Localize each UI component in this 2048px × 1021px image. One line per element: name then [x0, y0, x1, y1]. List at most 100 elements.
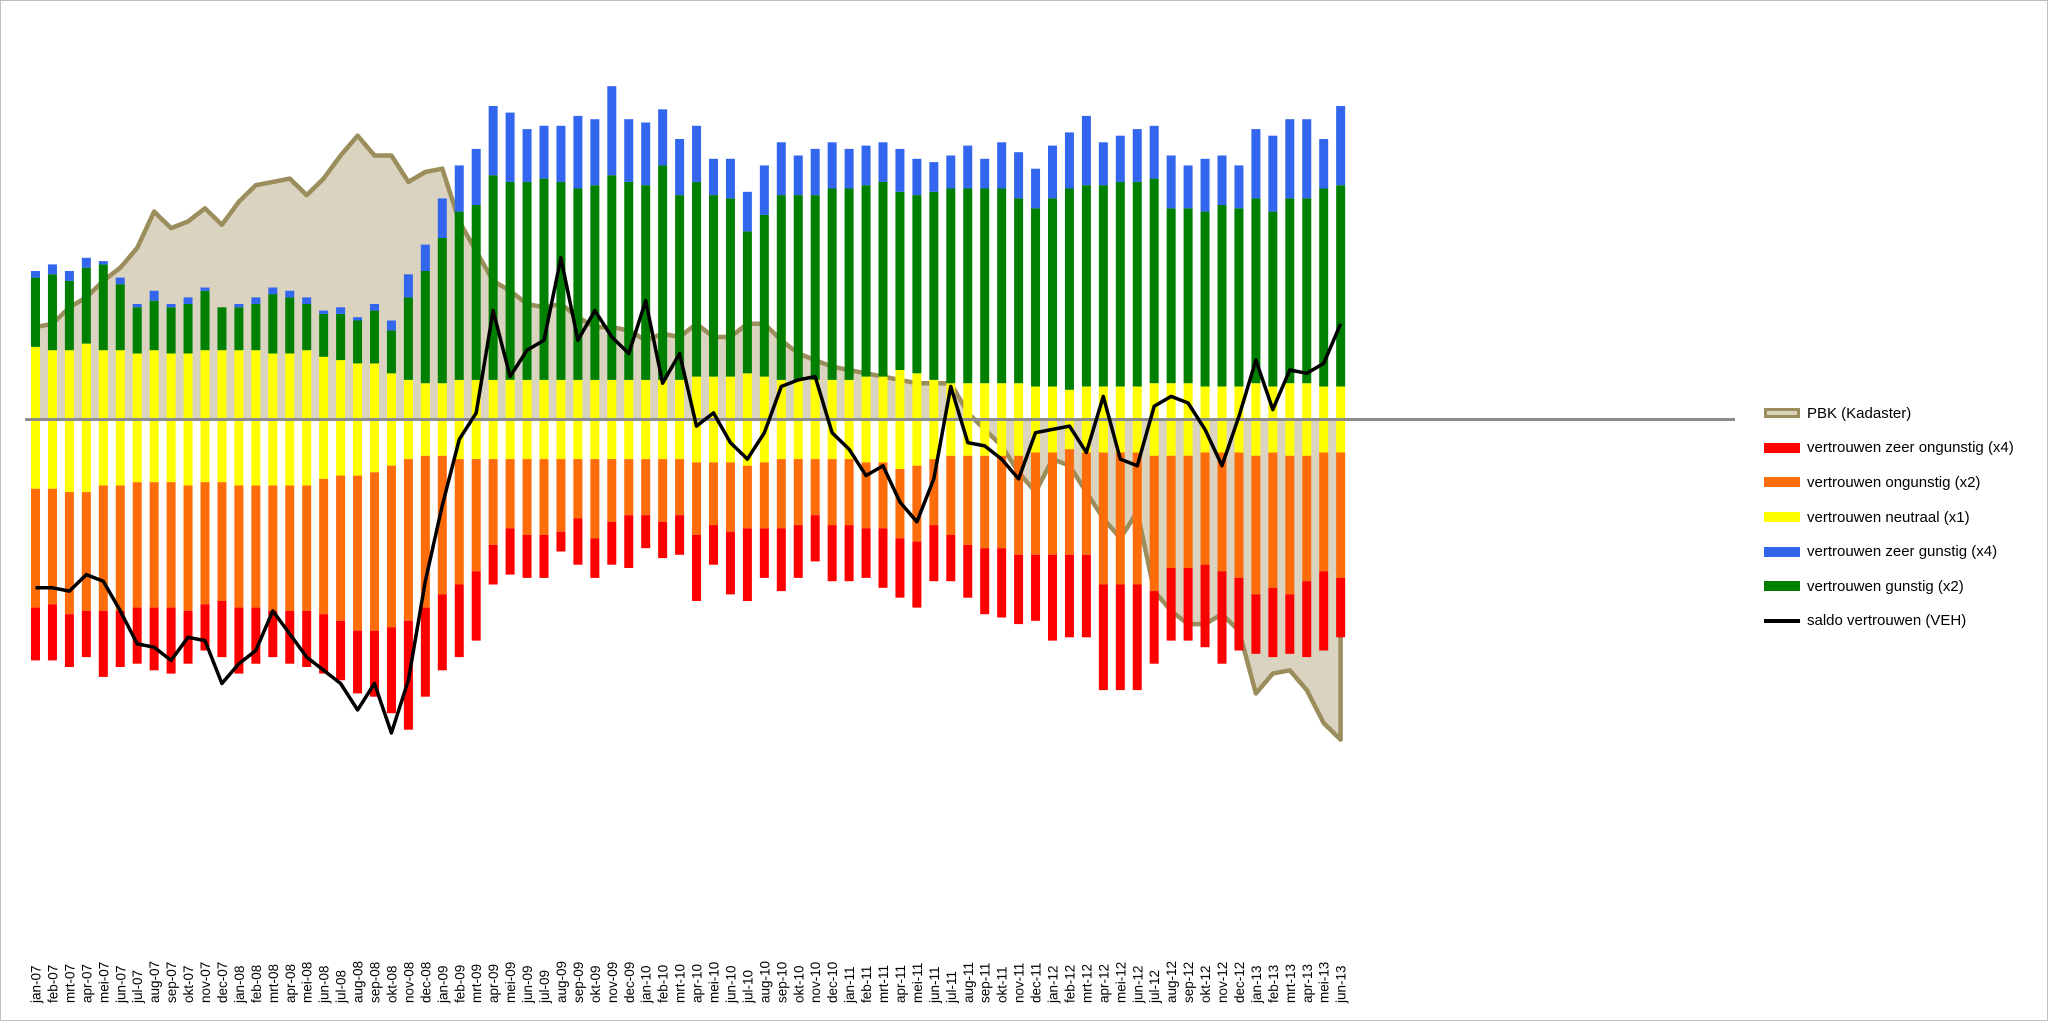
bar-neutraal-neg-mrt-12 — [1081, 419, 1091, 453]
bar-neutraal-neg-apr-08 — [285, 419, 295, 486]
legend-item-zeer-ongunstig: vertrouwen zeer ongunstig (x4) — [1764, 431, 2014, 466]
bars-layer — [31, 86, 1346, 730]
bar-neutraal-neg-dec-07 — [217, 419, 227, 483]
bar-ongunstig-neg-mrt-13 — [1285, 455, 1295, 595]
saldo-line — [35, 256, 1343, 735]
bar-neutraal-nov-07 — [200, 350, 210, 420]
bar-neutraal-neg-sep-09 — [573, 419, 583, 460]
bar-ongunstig-neg-nov-10 — [810, 459, 820, 516]
bar-neutraal-jun-07 — [115, 350, 125, 420]
bar-ongunstig-neg-feb-07 — [47, 488, 57, 605]
bar-ongunstig-neg-dec-10 — [827, 459, 837, 526]
x-tick-label-okt-08: okt-08 — [384, 965, 399, 1003]
bar-neutraal-neg-jan-07 — [31, 419, 40, 489]
bar-gunstig-jan-07 — [31, 277, 40, 347]
x-tick-label-jul-12: jul-12 — [1147, 970, 1162, 1004]
legend-swatch-zeer-gunstig — [1764, 546, 1800, 557]
bar-gunstig-sep-08 — [370, 310, 379, 364]
x-tick-label-feb-07: feb-07 — [46, 965, 61, 1003]
bar-zeer-ongunstig-neg-jul-07 — [132, 607, 142, 664]
x-tick-label-nov-10: nov-10 — [808, 962, 823, 1003]
bar-zeer-gunstig-feb-07 — [47, 264, 57, 275]
bar-gunstig-aug-11 — [963, 188, 973, 384]
bar-zeer-ongunstig-neg-feb-09 — [454, 584, 464, 658]
bar-zeer-gunstig-sep-10 — [776, 142, 786, 196]
bar-neutraal-jul-12 — [1149, 383, 1159, 420]
legend-label-saldo: saldo vertrouwen (VEH) — [1807, 612, 1967, 630]
bar-zeer-gunstig-feb-13 — [1268, 135, 1278, 212]
bar-neutraal-neg-okt-11 — [997, 419, 1007, 456]
bar-neutraal-neg-mrt-13 — [1285, 419, 1295, 456]
bar-neutraal-neg-mei-13 — [1319, 419, 1329, 453]
bar-gunstig-apr-12 — [1098, 185, 1108, 387]
bar-zeer-ongunstig-neg-jun-13 — [1336, 577, 1346, 638]
bar-zeer-gunstig-mrt-11 — [878, 142, 888, 182]
bar-neutraal-mei-08 — [302, 350, 312, 420]
bar-neutraal-mrt-09 — [471, 379, 481, 420]
bar-zeer-ongunstig-neg-apr-09 — [488, 544, 498, 585]
bar-neutraal-neg-okt-10 — [793, 419, 803, 460]
bar-zeer-gunstig-mei-10 — [709, 158, 718, 196]
bar-neutraal-neg-dec-09 — [624, 419, 634, 460]
bar-neutraal-neg-aug-12 — [1166, 419, 1176, 456]
bar-gunstig-jul-11 — [946, 188, 956, 384]
x-tick-label-aug-12: aug-12 — [1164, 961, 1179, 1003]
bar-neutraal-feb-07 — [47, 350, 57, 420]
x-tick-label-okt-10: okt-10 — [791, 965, 806, 1003]
bar-zeer-gunstig-dec-11 — [1031, 168, 1041, 209]
bar-zeer-ongunstig-neg-dec-11 — [1031, 554, 1041, 621]
bar-neutraal-neg-mrt-11 — [878, 419, 888, 463]
bar-gunstig-feb-09 — [454, 211, 464, 380]
bar-neutraal-sep-09 — [573, 379, 583, 420]
bar-neutraal-nov-08 — [403, 379, 413, 420]
bar-gunstig-nov-12 — [1217, 205, 1227, 387]
x-tick-label-apr-13: apr-13 — [1300, 964, 1315, 1003]
bar-zeer-ongunstig-neg-jan-12 — [1048, 554, 1057, 641]
x-tick-label-jan-10: jan-10 — [639, 965, 654, 1004]
bar-ongunstig-neg-okt-09 — [590, 459, 600, 539]
bar-ongunstig-neg-nov-09 — [607, 459, 617, 522]
bar-zeer-gunstig-jun-09 — [522, 129, 532, 182]
bar-zeer-gunstig-sep-08 — [370, 304, 379, 311]
x-tick-label-jan-07: jan-07 — [29, 965, 44, 1004]
bar-zeer-gunstig-aug-09 — [556, 125, 566, 182]
bar-ongunstig-neg-okt-10 — [793, 459, 803, 526]
bar-neutraal-neg-feb-12 — [1064, 419, 1074, 450]
bar-neutraal-mei-11 — [912, 373, 922, 420]
bar-ongunstig-neg-mei-07 — [98, 485, 108, 611]
x-tick-label-jul-11: jul-11 — [944, 971, 959, 1004]
bar-ongunstig-neg-jan-09 — [437, 455, 447, 595]
bar-gunstig-mei-13 — [1319, 188, 1329, 387]
bar-gunstig-okt-08 — [386, 330, 396, 374]
bar-ongunstig-neg-aug-10 — [759, 462, 769, 529]
bar-ongunstig-neg-aug-08 — [353, 475, 363, 631]
bar-ongunstig-neg-nov-08 — [403, 459, 413, 621]
x-tick-label-feb-13: feb-13 — [1266, 965, 1281, 1003]
bar-ongunstig-neg-feb-13 — [1268, 452, 1278, 588]
bar-ongunstig-neg-feb-08 — [251, 485, 261, 608]
bar-neutraal-neg-dec-12 — [1234, 419, 1244, 453]
bar-neutraal-mrt-07 — [64, 350, 74, 420]
bar-zeer-gunstig-nov-09 — [607, 86, 617, 176]
bar-gunstig-mrt-08 — [268, 294, 278, 354]
bar-ongunstig-neg-apr-10 — [692, 462, 702, 535]
bar-gunstig-dec-09 — [624, 181, 634, 380]
bar-neutraal-dec-12 — [1234, 386, 1244, 420]
bar-zeer-ongunstig-neg-feb-07 — [47, 604, 57, 661]
bar-zeer-ongunstig-neg-nov-12 — [1217, 571, 1227, 664]
bar-ongunstig-neg-apr-07 — [81, 492, 91, 611]
bar-zeer-gunstig-feb-08 — [251, 297, 261, 304]
bar-zeer-gunstig-jul-08 — [336, 307, 346, 314]
bar-gunstig-feb-07 — [47, 274, 57, 351]
bar-neutraal-okt-11 — [997, 383, 1007, 420]
legend-item-saldo: saldo vertrouwen (VEH) — [1764, 604, 2014, 639]
legend-label-ongunstig: vertrouwen ongunstig (x2) — [1807, 473, 1981, 491]
bar-neutraal-neg-nov-11 — [1014, 419, 1024, 456]
bar-gunstig-jan-11 — [844, 188, 854, 380]
bar-neutraal-mei-09 — [505, 379, 515, 420]
bar-ongunstig-neg-apr-13 — [1302, 455, 1312, 582]
x-tick-label-jul-10: jul-10 — [740, 970, 755, 1004]
bar-zeer-ongunstig-neg-aug-12 — [1166, 568, 1176, 641]
bar-gunstig-dec-07 — [217, 307, 227, 351]
bar-gunstig-apr-11 — [895, 191, 905, 370]
